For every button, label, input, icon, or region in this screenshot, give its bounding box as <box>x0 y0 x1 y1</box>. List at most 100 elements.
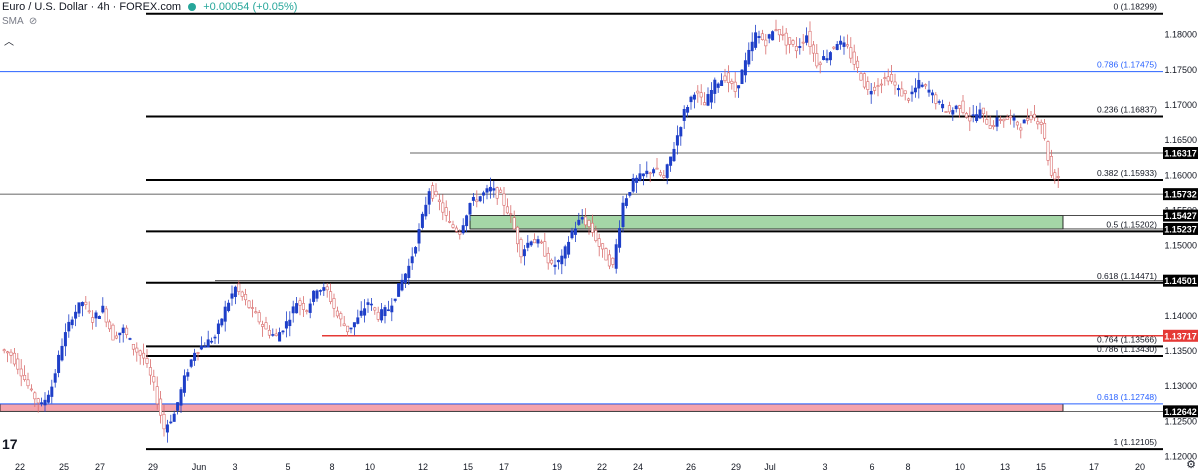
candle-body <box>70 319 74 326</box>
candle-body <box>703 102 707 106</box>
settings-gear-icon[interactable]: ⚙ <box>1186 459 1196 471</box>
candle-body <box>346 325 350 333</box>
candle-body <box>169 421 173 424</box>
indicator-name: SMA <box>2 16 24 27</box>
candle-body <box>475 199 479 203</box>
candle-body <box>6 351 10 354</box>
candle-body <box>261 324 265 327</box>
candle-body <box>434 190 438 195</box>
candle-body <box>917 79 921 89</box>
candle-body <box>801 41 805 44</box>
y-tick-label: 1.15000 <box>1164 241 1197 251</box>
candle-body <box>121 327 125 334</box>
x-tick-label: 8 <box>329 462 334 472</box>
candle-body <box>692 94 696 100</box>
x-tick-label: 13 <box>1000 462 1010 472</box>
candle-body <box>414 247 418 254</box>
x-tick-label: 17 <box>499 462 509 472</box>
candle-body <box>305 310 309 312</box>
candle-body <box>138 350 142 356</box>
candle-body <box>856 60 860 68</box>
collapse-legend-icon[interactable]: ︿ <box>4 37 14 48</box>
candle-body <box>488 186 492 192</box>
candle-body <box>686 106 690 113</box>
candle-body <box>924 84 928 87</box>
candle-body <box>958 105 962 109</box>
fib-label: 0.764 (1.13566) <box>1097 334 1157 344</box>
y-tick-label: 1.17000 <box>1164 100 1197 110</box>
x-tick-label: 3 <box>232 462 237 472</box>
candle-body <box>349 327 353 330</box>
candle-body <box>852 51 856 65</box>
price-tag-label: 1.13717 <box>1164 331 1197 341</box>
candle-body <box>835 44 839 50</box>
candle-body <box>689 96 693 103</box>
candle-body <box>512 217 516 230</box>
y-tick-label: 1.17500 <box>1164 65 1197 75</box>
x-tick-label: 3 <box>822 462 827 472</box>
candle-body <box>944 111 948 113</box>
x-tick-label: 12 <box>418 462 428 472</box>
candle-body <box>410 256 414 264</box>
candle-body <box>798 46 802 48</box>
candle-body <box>46 394 50 403</box>
indicator-legend[interactable]: SMA ⊘ <box>2 16 37 27</box>
candle-body <box>995 117 999 127</box>
x-tick-label: Jun <box>192 462 207 472</box>
candle-body <box>233 286 237 297</box>
candle-body <box>811 44 815 54</box>
candle-body <box>638 173 642 181</box>
candle-body <box>376 311 380 320</box>
candle-body <box>883 77 887 79</box>
x-tick-label: 17 <box>1089 462 1099 472</box>
candle-body <box>152 376 156 383</box>
candle-body <box>50 386 54 397</box>
candle-body <box>461 225 465 234</box>
price-tag-label: 1.16317 <box>1164 149 1197 159</box>
x-axis[interactable]: 22 25 27 29 Jun 3 5 8 10 12 15 17 19 22 24 26 29 Jul 3 6 8 10… <box>15 462 1145 472</box>
candle-body <box>74 311 78 319</box>
price-tag-box <box>1163 188 1198 201</box>
candle-body <box>281 330 285 333</box>
candle-body <box>322 287 326 291</box>
candle-body <box>291 306 295 314</box>
candle-body <box>94 312 98 319</box>
candle-body <box>437 199 441 203</box>
candle-body <box>502 193 506 206</box>
fib-label: 0.236 (1.16837) <box>1097 104 1157 114</box>
candle-body <box>964 113 968 118</box>
candle-body <box>298 300 302 306</box>
candle-body <box>849 47 853 59</box>
labels-layer: 0 (1.18299) 0.786 (1.17475) 0.236 (1.16837… <box>1097 2 1157 447</box>
candle-body <box>672 148 676 162</box>
candle-body <box>77 302 81 314</box>
candle-body <box>60 345 64 361</box>
candle-body <box>227 302 231 312</box>
x-tick-label: 29 <box>148 462 158 472</box>
eye-hidden-icon[interactable]: ⊘ <box>28 16 38 27</box>
x-tick-label: 15 <box>1036 462 1046 472</box>
candle-body <box>842 42 846 47</box>
candle-body <box>920 84 924 87</box>
candle-body <box>879 83 883 86</box>
candle-body <box>485 188 489 193</box>
y-axis[interactable]: 1.12000 1.12500 1.13000 1.13500 1.14000 1.145… <box>1163 30 1198 462</box>
candle-body <box>645 170 649 175</box>
x-tick-label: 24 <box>633 462 643 472</box>
x-tick-label: 29 <box>731 462 741 472</box>
candle-body <box>223 306 227 322</box>
candle-body <box>417 229 421 244</box>
candle-body <box>907 98 911 101</box>
candle-body <box>373 307 377 311</box>
candle-body <box>162 413 166 430</box>
candle-body <box>332 298 336 309</box>
candle-body <box>390 305 394 313</box>
candle-body <box>1026 118 1030 121</box>
zone-0 <box>469 215 1064 230</box>
candle-body <box>80 302 84 307</box>
candle-body <box>1056 176 1060 178</box>
candle-body <box>682 109 686 121</box>
candle-body <box>250 307 254 309</box>
candle-body <box>131 344 135 350</box>
